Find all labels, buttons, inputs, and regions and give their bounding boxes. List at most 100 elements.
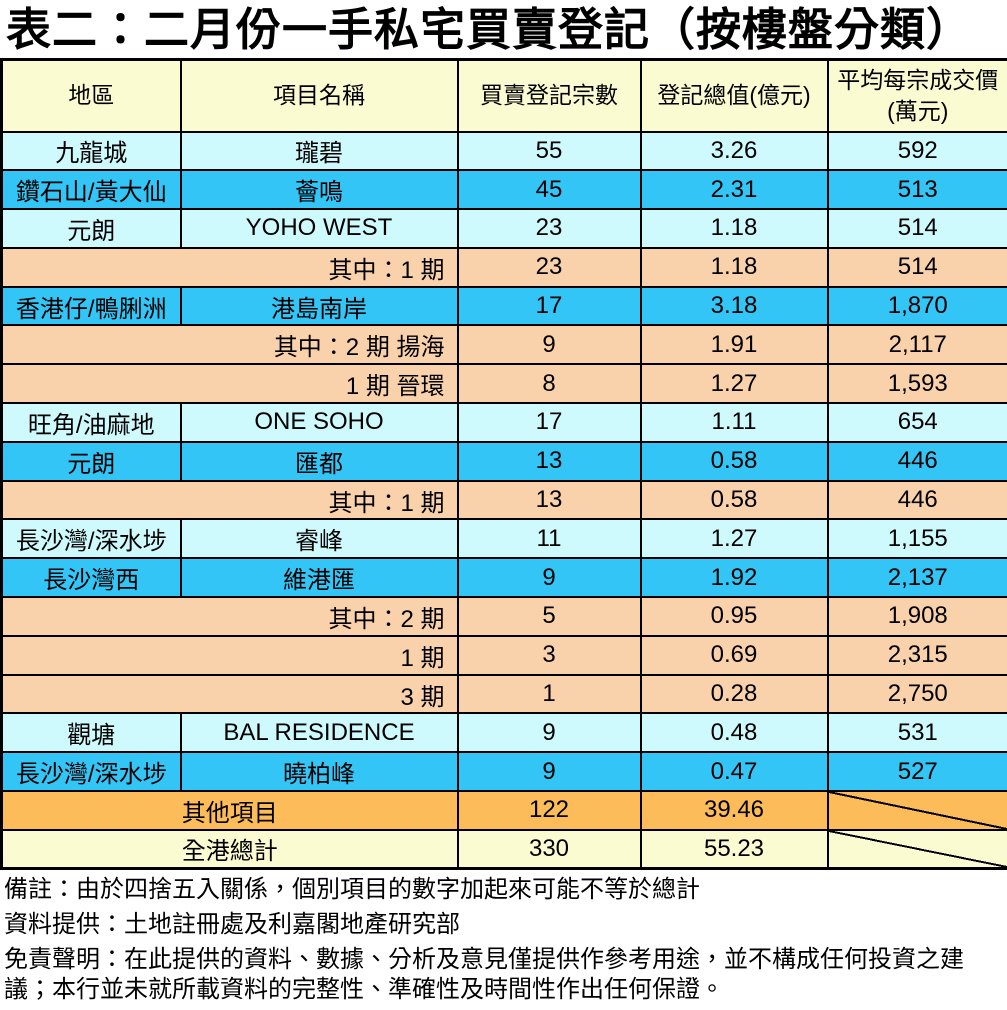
cell-count: 9 [458,752,641,791]
cell-phase-label: 其中：2 期 [2,597,458,636]
cell-district: 長沙灣/深水埗 [2,752,181,791]
cell-summary-label: 全港總計 [2,830,458,869]
cell-count: 55 [458,132,641,171]
cell-phase-label: 1 期 晉環 [2,364,458,403]
cell-count: 3 [458,636,641,675]
cell-value: 1.27 [641,364,828,403]
footer-notes: 備註：由於四捨五入關係，個別項目的數字加起來可能不等於總計 資料提供：土地註冊處… [0,870,1007,1005]
cell-count: 45 [458,170,641,209]
header-value: 登記總值(億元) [641,60,828,132]
header-count: 買賣登記宗數 [458,60,641,132]
cell-avg: 513 [828,170,1007,209]
cell-count: 122 [458,791,641,830]
cell-count: 8 [458,364,641,403]
cell-value: 2.31 [641,170,828,209]
cell-project: 港島南岸 [181,287,458,326]
cell-avg-not-applicable [828,791,1007,830]
cell-district: 香港仔/鴨脷洲 [2,287,181,326]
cell-project: 維港匯 [181,558,458,597]
cell-avg: 2,315 [828,636,1007,675]
cell-district: 鑽石山/黃大仙 [2,170,181,209]
cell-avg: 2,750 [828,675,1007,714]
cell-count: 23 [458,209,641,248]
cell-avg-not-applicable [828,830,1007,869]
cell-avg: 514 [828,248,1007,287]
cell-value: 1.92 [641,558,828,597]
cell-value: 1.27 [641,519,828,558]
cell-avg: 2,137 [828,558,1007,597]
cell-project: 匯都 [181,442,458,481]
cell-avg: 527 [828,752,1007,791]
cell-phase-label: 其中：2 期 揚海 [2,325,458,364]
cell-avg: 446 [828,442,1007,481]
cell-district: 長沙灣/深水埗 [2,519,181,558]
cell-avg: 1,155 [828,519,1007,558]
cell-value: 0.47 [641,752,828,791]
table-header: 地區 項目名稱 買賣登記宗數 登記總值(億元) 平均每宗成交價 (萬元) [2,60,1007,132]
cell-value: 0.95 [641,597,828,636]
cell-value: 0.28 [641,675,828,714]
cell-count: 9 [458,325,641,364]
cell-district: 長沙灣西 [2,558,181,597]
cell-count: 330 [458,830,641,869]
cell-value: 0.58 [641,442,828,481]
cell-count: 13 [458,442,641,481]
cell-project: BAL RESIDENCE [181,713,458,752]
cell-project: 薈鳴 [181,170,458,209]
cell-value: 3.26 [641,132,828,171]
header-district: 地區 [2,60,181,132]
cell-value: 39.46 [641,791,828,830]
cell-count: 9 [458,558,641,597]
note-disclaimer: 免責聲明：在此提供的資料、數據、分析及意見僅提供作參考用途，並不構成任何投資之建… [4,945,1001,1005]
cell-district: 元朗 [2,209,181,248]
cell-avg: 654 [828,403,1007,442]
cell-district: 九龍城 [2,132,181,171]
cell-phase-label: 其中：1 期 [2,248,458,287]
cell-count: 13 [458,481,641,520]
cell-project: 睿峰 [181,519,458,558]
cell-project: 曉柏峰 [181,752,458,791]
cell-value: 0.58 [641,481,828,520]
cell-avg: 531 [828,713,1007,752]
cell-avg: 1,870 [828,287,1007,326]
cell-project: YOHO WEST [181,209,458,248]
cell-project: ONE SOHO [181,403,458,442]
cell-project: 瓏碧 [181,132,458,171]
cell-avg: 514 [828,209,1007,248]
cell-district: 元朗 [2,442,181,481]
cell-district: 旺角/油麻地 [2,403,181,442]
cell-phase-label: 1 期 [2,636,458,675]
cell-count: 17 [458,403,641,442]
cell-avg: 1,593 [828,364,1007,403]
cell-value: 1.18 [641,248,828,287]
cell-avg: 2,117 [828,325,1007,364]
cell-value: 3.18 [641,287,828,326]
cell-district: 觀塘 [2,713,181,752]
cell-count: 1 [458,675,641,714]
page-title: 表二：二月份一手私宅買賣登記（按樓盤分類） [0,0,1007,58]
cell-phase-label: 其中：1 期 [2,481,458,520]
cell-value: 0.69 [641,636,828,675]
cell-summary-label: 其他項目 [2,791,458,830]
cell-value: 1.11 [641,403,828,442]
cell-count: 5 [458,597,641,636]
registrations-table: 地區 項目名稱 買賣登記宗數 登記總值(億元) 平均每宗成交價 (萬元) 九龍城… [0,58,1007,870]
note-remark: 備註：由於四捨五入關係，個別項目的數字加起來可能不等於總計 [4,875,1001,905]
